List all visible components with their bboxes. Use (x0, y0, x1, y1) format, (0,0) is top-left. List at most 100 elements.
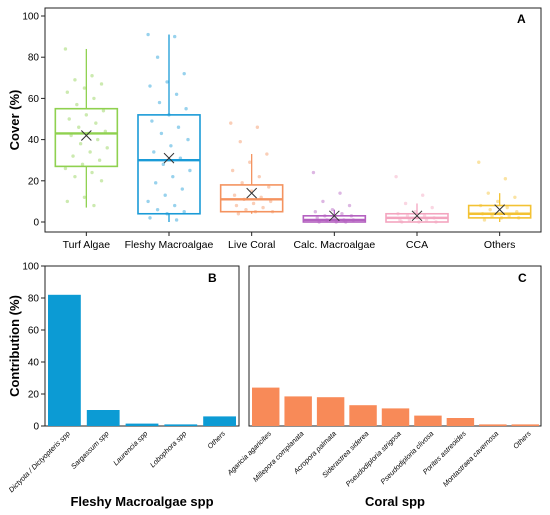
data-point (340, 212, 344, 216)
panel-c: C Coral spp Agaricia agaricitesMillepora… (225, 265, 542, 509)
data-point (240, 181, 244, 185)
data-point (73, 78, 77, 82)
data-point (422, 214, 427, 218)
data-point (97, 158, 102, 162)
data-point (161, 162, 165, 167)
panel-b-bars (48, 294, 236, 426)
data-point (347, 203, 352, 208)
data-point (488, 207, 492, 212)
data-point (315, 216, 319, 220)
data-point (67, 117, 71, 121)
box (137, 114, 201, 215)
y-tick-label: 0 (33, 422, 39, 433)
x-tick-label: Lobophora spp (148, 429, 188, 469)
y-tick-label: 100 (22, 262, 39, 273)
x-tick-label: Others (484, 239, 516, 251)
box (467, 204, 532, 219)
data-point (421, 193, 425, 197)
panel-a-boxes (54, 34, 532, 223)
data-point (515, 210, 519, 214)
data-point (261, 205, 265, 210)
data-point (90, 74, 94, 78)
data-point (148, 216, 152, 220)
data-point (182, 71, 186, 76)
data-point (169, 144, 173, 148)
data-point (251, 201, 256, 206)
data-point (65, 90, 70, 94)
data-point (321, 199, 325, 204)
data-point (73, 174, 77, 179)
data-point (394, 174, 398, 179)
data-point (103, 129, 108, 134)
y-tick-label: 80 (28, 53, 40, 64)
data-point (507, 214, 511, 218)
data-point (163, 193, 167, 197)
x-tick-label: Dictyota / Dictyopteris spp (7, 429, 72, 494)
data-point (248, 160, 252, 164)
data-point (65, 199, 70, 204)
data-point (92, 96, 96, 101)
data-point (496, 199, 500, 204)
x-tick-label: Live Coral (228, 239, 275, 251)
panel-b-x-axis-title: Fleshy Macroalgae spp (70, 494, 213, 509)
data-point (146, 32, 150, 37)
panel-b-y-axis-title: Contribution (%) (7, 295, 22, 397)
data-point (78, 142, 83, 146)
y-tick-label: 40 (28, 358, 40, 369)
data-point (90, 170, 94, 175)
data-point (99, 82, 104, 86)
data-point (146, 199, 150, 204)
bar (479, 424, 507, 426)
bar (203, 416, 236, 426)
data-point (265, 152, 269, 156)
bar (316, 397, 345, 426)
panel-a-y-axis-title: Cover (%) (7, 90, 22, 151)
data-point (232, 193, 237, 197)
bar (284, 396, 312, 426)
data-point (82, 86, 87, 90)
data-point (424, 218, 429, 222)
data-point (311, 170, 316, 175)
mean-marker (494, 204, 506, 215)
y-tick-label: 40 (28, 135, 40, 146)
box (54, 107, 119, 168)
bar (381, 408, 410, 426)
data-point (150, 119, 154, 123)
data-point (165, 80, 169, 84)
panel-a-letter: A (517, 12, 526, 26)
data-point (398, 218, 402, 222)
data-point (152, 150, 156, 154)
x-tick-label: Calc. Macroalgae (293, 239, 375, 251)
x-tick-label: Montastraea cavernosa (441, 429, 500, 488)
data-point (490, 214, 494, 218)
data-point (101, 109, 106, 113)
bar (125, 423, 159, 426)
data-point (268, 199, 273, 204)
data-point (503, 177, 508, 181)
data-point (505, 205, 509, 210)
panel-a-points (63, 32, 521, 224)
mean-marker (246, 187, 258, 199)
data-point (236, 212, 241, 216)
data-point (403, 201, 408, 206)
y-tick-label: 80 (28, 294, 40, 305)
data-point (338, 191, 342, 195)
bar (86, 410, 120, 426)
data-point (257, 174, 261, 179)
data-point (182, 210, 186, 214)
data-point (405, 214, 410, 218)
data-point (259, 195, 263, 199)
data-point (186, 137, 190, 142)
data-point (176, 125, 181, 129)
data-point (63, 47, 68, 51)
panel-c-letter: C (518, 271, 527, 285)
data-point (71, 154, 75, 158)
data-point (80, 162, 85, 167)
data-point (482, 218, 487, 222)
data-point (184, 107, 188, 111)
y-tick-label: 60 (28, 94, 40, 105)
data-point (180, 187, 184, 191)
data-point (313, 210, 318, 214)
y-tick-label: 20 (28, 176, 40, 187)
